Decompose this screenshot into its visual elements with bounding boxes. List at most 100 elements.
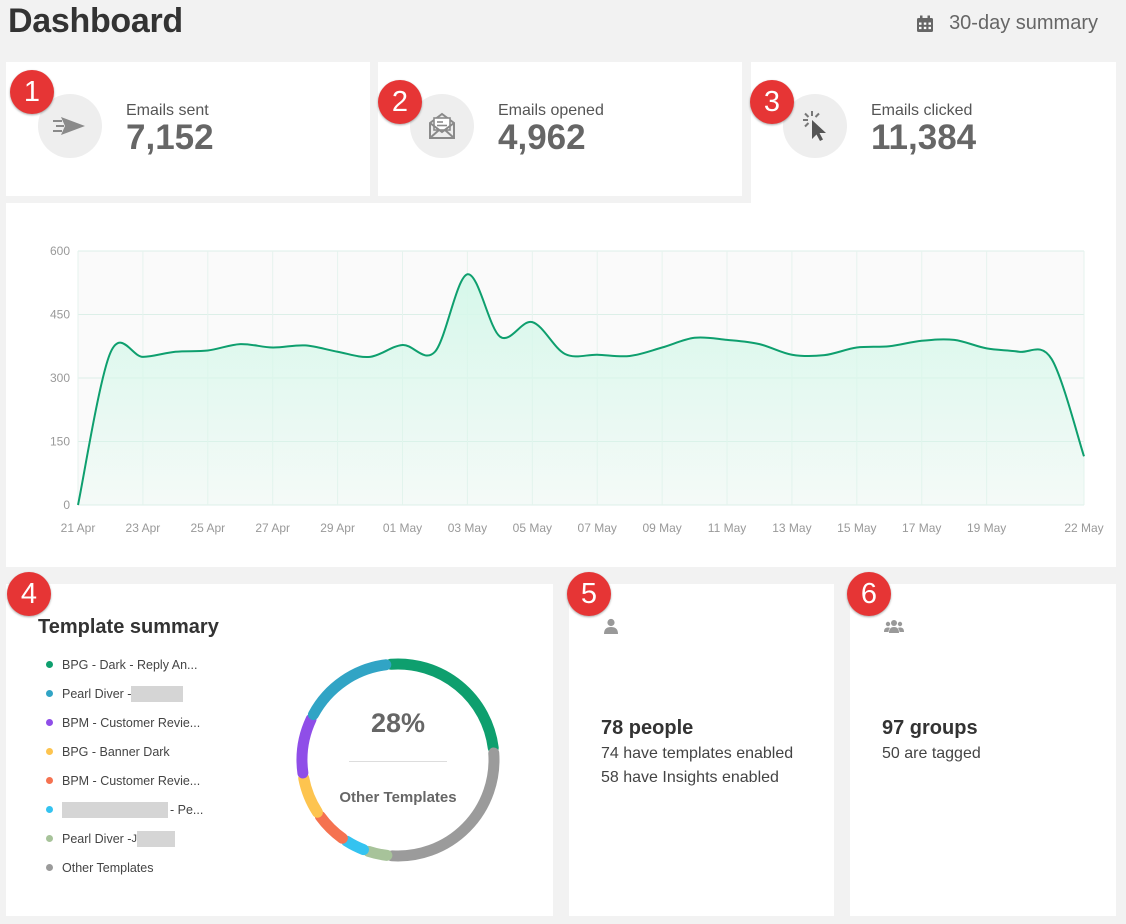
stat-label: Emails opened — [498, 102, 604, 119]
date-range-selector[interactable]: 30-day summary — [915, 12, 1098, 35]
legend-label: BPM - Customer Revie... — [62, 773, 201, 788]
legend-dot — [46, 806, 53, 813]
donut-segment[interactable] — [307, 659, 392, 721]
donut-center-label: Other Templates — [339, 789, 457, 806]
data-point[interactable] — [917, 336, 927, 346]
x-tick-label: 15 May — [837, 521, 876, 535]
data-point[interactable] — [170, 347, 180, 357]
data-point[interactable] — [949, 335, 959, 345]
y-tick-label: 600 — [50, 244, 70, 258]
y-tick-label: 0 — [63, 498, 70, 512]
data-point[interactable] — [527, 317, 537, 327]
data-point[interactable] — [1014, 347, 1024, 357]
data-point[interactable] — [105, 348, 115, 358]
donut-segment[interactable] — [385, 658, 499, 754]
data-point[interactable] — [657, 343, 667, 353]
x-tick-label: 19 May — [967, 521, 1006, 535]
data-point[interactable] — [884, 341, 894, 351]
data-point[interactable] — [982, 343, 992, 353]
x-tick-label: 09 May — [642, 521, 681, 535]
x-tick-label: 29 Apr — [320, 521, 355, 535]
legend-dot — [46, 777, 53, 784]
donut-segment[interactable] — [386, 747, 500, 862]
date-range-label: 30-day summary — [949, 12, 1098, 34]
legend-label: BPG - Banner Dark — [62, 744, 170, 759]
calendar-icon — [917, 15, 934, 32]
stat-card-emails-clicked[interactable]: Emails clicked 11,384 — [751, 62, 1116, 212]
data-point[interactable] — [203, 345, 213, 355]
stat-label: Emails clicked — [871, 102, 973, 119]
x-tick-label: 03 May — [448, 521, 487, 535]
stat-value: 11,384 — [871, 118, 977, 157]
donut-percent: 28% — [370, 708, 426, 738]
data-point[interactable] — [365, 352, 375, 362]
data-point[interactable] — [398, 340, 408, 350]
stat-card-emails-sent[interactable]: Emails sent 7,152 — [6, 62, 370, 196]
data-point[interactable] — [268, 343, 278, 353]
data-point[interactable] — [1047, 354, 1057, 364]
x-tick-label: 27 Apr — [255, 521, 290, 535]
y-tick-label: 300 — [50, 371, 70, 385]
data-point[interactable] — [333, 347, 343, 357]
legend-item[interactable]: Other Templates — [46, 853, 203, 882]
people-count: 78 people — [601, 717, 694, 739]
legend-item[interactable]: BPG - Banner Dark — [46, 737, 203, 766]
donut-segment[interactable] — [314, 811, 348, 844]
legend-dot — [46, 719, 53, 726]
data-point[interactable] — [462, 269, 472, 279]
series-line — [77, 273, 1085, 506]
donut-segment[interactable] — [363, 845, 393, 861]
stat-value: 4,962 — [498, 118, 586, 157]
donut-divider — [349, 761, 447, 762]
legend-label: Other Templates — [62, 860, 154, 875]
data-point[interactable] — [625, 351, 635, 361]
redacted-text — [62, 801, 168, 818]
legend-item[interactable]: Pearl Diver - J — [46, 824, 203, 853]
data-point[interactable] — [235, 339, 245, 349]
legend-dot — [46, 835, 53, 842]
data-point[interactable] — [787, 350, 797, 360]
data-point[interactable] — [722, 335, 732, 345]
legend-dot — [46, 864, 53, 871]
donut-segment[interactable] — [341, 835, 370, 856]
data-point[interactable] — [73, 500, 83, 510]
legend-item[interactable]: BPM - Customer Revie... — [46, 708, 203, 737]
legend-item[interactable]: - Pe... — [46, 795, 203, 824]
donut-segment[interactable] — [298, 772, 323, 818]
groups-card[interactable]: 97 groups 50 are tagged — [850, 584, 1116, 916]
legend-label: Pearl Diver - — [62, 686, 132, 701]
data-point[interactable] — [754, 339, 764, 349]
data-point[interactable] — [560, 349, 570, 359]
group-icon — [884, 620, 904, 633]
data-point[interactable] — [819, 350, 829, 360]
legend-label-fragment: J — [131, 832, 137, 845]
data-point[interactable] — [495, 332, 505, 342]
x-tick-label: 17 May — [902, 521, 941, 535]
donut-segment[interactable] — [296, 713, 317, 779]
people-card[interactable]: 78 people 74 have templates enabled 58 h… — [569, 584, 834, 916]
x-tick-label: 05 May — [513, 521, 552, 535]
x-tick-label: 25 Apr — [190, 521, 225, 535]
groups-count: 97 groups — [882, 717, 978, 739]
person-icon — [604, 618, 618, 634]
page-title: Dashboard — [8, 2, 183, 40]
stat-card-emails-opened[interactable]: Emails opened 4,962 — [378, 62, 742, 196]
data-point[interactable] — [592, 350, 602, 360]
x-tick-label: 13 May — [772, 521, 811, 535]
y-tick-label: 450 — [50, 308, 70, 322]
template-summary-card: Template summary BPG - Dark - Reply An..… — [6, 584, 553, 916]
legend-item[interactable]: BPM - Customer Revie... — [46, 766, 203, 795]
data-point[interactable] — [300, 340, 310, 350]
data-point[interactable] — [430, 347, 440, 357]
data-point[interactable] — [852, 343, 862, 353]
step-badge: 6 — [847, 572, 891, 616]
x-tick-label: 01 May — [383, 521, 422, 535]
template-legend: BPG - Dark - Reply An... Pearl Diver - B… — [46, 650, 203, 882]
legend-item[interactable]: Pearl Diver - — [46, 679, 203, 708]
template-donut-chart — [296, 658, 500, 862]
data-point[interactable] — [138, 352, 148, 362]
people-insights-enabled: 58 have Insights enabled — [601, 769, 779, 786]
legend-item[interactable]: BPG - Dark - Reply An... — [46, 650, 203, 679]
data-point[interactable] — [1079, 451, 1089, 461]
data-point[interactable] — [690, 333, 700, 343]
